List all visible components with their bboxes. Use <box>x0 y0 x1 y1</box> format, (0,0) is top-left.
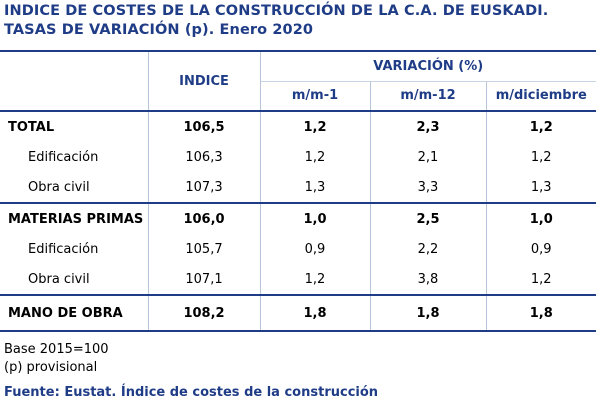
cell-mm1: 1,2 <box>260 111 371 142</box>
row-label: TOTAL <box>8 119 55 135</box>
title-line-2: TASAS DE VARIACIÓN (p). Enero 2020 <box>4 22 314 38</box>
cell-indice: 105,7 <box>147 234 261 264</box>
variation-table: INDICE VARIACIÓN (%) m/m-1 m/m-12 m/dici… <box>0 50 596 332</box>
row-label: MATERIAS PRIMAS <box>8 211 144 227</box>
cell-mm12: 2,1 <box>370 142 487 172</box>
subheader-mm1: m/m-1 <box>260 81 371 112</box>
cell-mm12: 1,8 <box>370 295 487 332</box>
cell-mdic: 1,2 <box>530 149 552 165</box>
cell-indice: 108,2 <box>147 295 261 332</box>
row-label: Edificación <box>28 149 99 165</box>
row-label: Obra civil <box>0 172 148 204</box>
row-label: Obra civil <box>0 264 148 296</box>
subheader-row: m/m-1 m/m-12 m/diciembre <box>0 81 596 112</box>
row-label: Edificación <box>28 241 99 257</box>
report-title: INDICE DE COSTES DE LA CONSTRUCCIÓN DE L… <box>4 2 614 40</box>
cell-indice: 106,5 <box>147 111 261 142</box>
header-indice: INDICE <box>147 50 261 112</box>
row-total-obra-civil: Obra civil 107,3 1,3 3,3 1,3 <box>0 172 596 204</box>
cell-mm1: 1,2 <box>260 142 371 172</box>
cell-indice: 107,3 <box>147 172 261 204</box>
subheader-mm12: m/m-12 <box>370 81 487 112</box>
cell-mdic: 1,8 <box>486 295 596 332</box>
cell-mdic: 1,2 <box>529 119 553 135</box>
note-base: Base 2015=100 <box>4 342 109 357</box>
cell-mm1: 1,2 <box>260 264 371 296</box>
cell-mm12: 2,5 <box>370 203 487 234</box>
row-mano-de-obra: MANO DE OBRA 108,2 1,8 1,8 1,8 <box>0 295 596 332</box>
subheader-mdic: m/diciembre <box>486 81 596 112</box>
cell-indice: 106,0 <box>147 203 261 234</box>
cell-indice: 107,1 <box>147 264 261 296</box>
header-row: INDICE VARIACIÓN (%) <box>0 50 596 112</box>
header-variacion: VARIACIÓN (%) <box>260 50 596 82</box>
row-materias-edificacion: Edificación 105,7 0,9 2,2 0,9 <box>0 234 596 264</box>
cell-indice: 106,3 <box>147 142 261 172</box>
title-line-1: INDICE DE COSTES DE LA CONSTRUCCIÓN DE L… <box>4 3 549 19</box>
cell-mm1: 0,9 <box>260 234 371 264</box>
cell-mm12: 2,3 <box>370 111 487 142</box>
cell-mdic: 1,0 <box>529 211 553 227</box>
row-materias-obra-civil: Obra civil 107,1 1,2 3,8 1,2 <box>0 264 596 296</box>
cell-mdic: 1,3 <box>486 172 596 204</box>
cell-mm1: 1,3 <box>260 172 371 204</box>
cell-mdic: 0,9 <box>530 241 552 257</box>
cell-mdic: 1,2 <box>486 264 596 296</box>
cell-mm1: 1,8 <box>260 295 371 332</box>
row-total: TOTAL 106,5 1,2 2,3 1,2 <box>0 111 596 142</box>
header-empty <box>0 50 148 112</box>
row-materias-primas: MATERIAS PRIMAS 106,0 1,0 2,5 1,0 <box>0 203 596 234</box>
row-total-edificacion: Edificación 106,3 1,2 2,1 1,2 <box>0 142 596 172</box>
row-label: MANO DE OBRA <box>0 295 148 332</box>
cell-mm1: 1,0 <box>260 203 371 234</box>
note-provisional: (p) provisional <box>4 360 98 375</box>
cell-mm12: 2,2 <box>370 234 487 264</box>
cell-mm12: 3,8 <box>370 264 487 296</box>
source-note: Fuente: Eustat. Índice de costes de la c… <box>4 385 379 400</box>
cell-mm12: 3,3 <box>370 172 487 204</box>
